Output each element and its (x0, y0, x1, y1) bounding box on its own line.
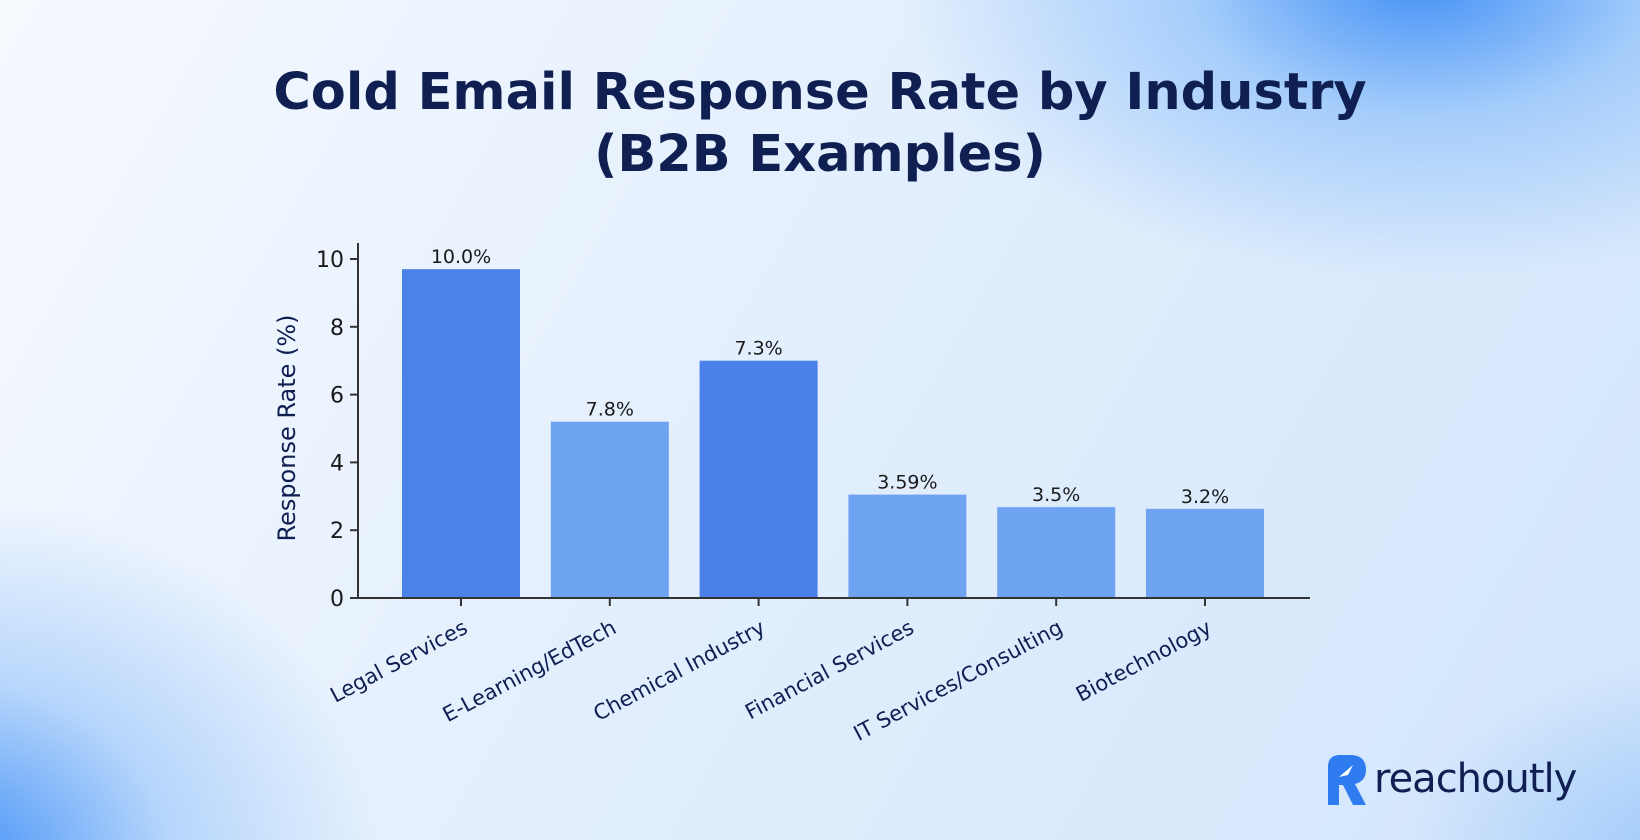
category-label: Biotechnology (1072, 615, 1215, 706)
bars-group (402, 269, 1264, 606)
y-tick-label: 6 (330, 384, 344, 409)
chart-title-line1: Cold Email Response Rate by Industry (273, 63, 1367, 122)
category-labels-group: Legal ServicesE-Learning/EdTechChemical … (326, 615, 1215, 746)
bar-it-services-consulting (997, 507, 1116, 598)
y-axis-label: Response Rate (%) (273, 314, 301, 541)
bar-financial-services (848, 494, 967, 598)
y-ticks-group: 0 2 4 6 8 10 (316, 248, 358, 612)
bar-value-label: 10.0% (431, 246, 491, 268)
reachoutly-logo-icon (1328, 755, 1366, 805)
chart-title: Cold Email Response Rate by Industry (B2… (0, 62, 1640, 186)
bar-value-label: 3.2% (1181, 486, 1229, 508)
y-tick-label: 4 (330, 451, 344, 476)
y-tick-label: 0 (330, 587, 344, 612)
bar-value-label: 7.8% (586, 399, 634, 421)
chart-title-line2: (B2B Examples) (594, 125, 1046, 184)
value-labels-group: 10.0% 7.8% 7.3% 3.59% 3.5% 3.2% (431, 246, 1229, 508)
y-tick-label: 10 (316, 248, 344, 273)
axes-group (357, 243, 1310, 599)
bar-chemical-industry (699, 360, 818, 598)
brand-logo: reachoutly (1326, 752, 1577, 806)
brand-name: reachoutly (1374, 756, 1577, 802)
category-label: Legal Services (326, 615, 471, 707)
bar-e-learning-edtech (550, 421, 669, 598)
bar-value-label: 7.3% (734, 338, 782, 360)
bar-biotechnology (1146, 508, 1264, 598)
y-tick-label: 2 (330, 519, 344, 544)
bar-value-label: 3.5% (1032, 484, 1080, 506)
bar-value-label: 3.59% (877, 472, 937, 494)
bar-legal-services (402, 269, 520, 598)
y-tick-label: 8 (330, 316, 344, 341)
